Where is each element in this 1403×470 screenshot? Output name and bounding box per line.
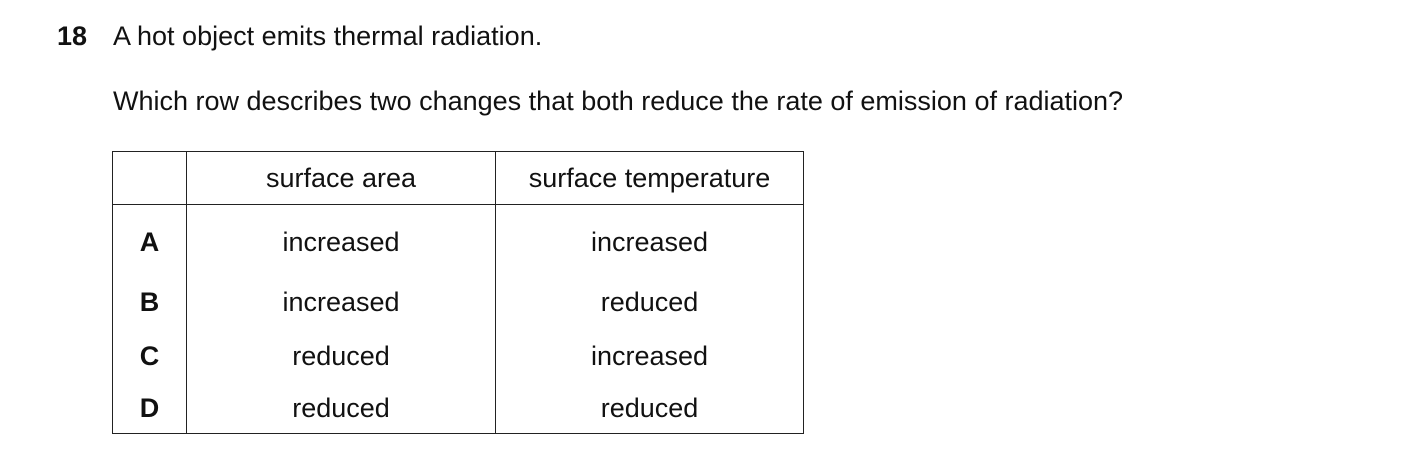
option-surface-area: increased [186, 275, 496, 329]
table-header-row: surface area surface temperature [112, 151, 804, 205]
table-row[interactable]: B increased reduced [112, 275, 804, 329]
header-surface-temperature: surface temperature [495, 151, 804, 205]
table-row[interactable]: C reduced increased [112, 329, 804, 383]
option-letter: A [112, 204, 187, 275]
option-surface-area: increased [186, 204, 496, 275]
question-stem: A hot object emits thermal radiation. [113, 21, 543, 51]
table-row[interactable]: D reduced reduced [112, 383, 804, 434]
table-row[interactable]: A increased increased [112, 204, 804, 275]
option-surface-temperature: reduced [495, 383, 804, 434]
header-surface-area: surface area [186, 151, 496, 205]
options-table: surface area surface temperature A incre… [112, 151, 804, 434]
question-number: 18 [57, 21, 88, 51]
option-surface-temperature: reduced [495, 275, 804, 329]
option-letter: B [112, 275, 187, 329]
option-letter: C [112, 329, 187, 383]
option-surface-temperature: increased [495, 329, 804, 383]
option-surface-area: reduced [186, 383, 496, 434]
option-surface-area: reduced [186, 329, 496, 383]
option-letter: D [112, 383, 187, 434]
question-prompt: Which row describes two changes that bot… [113, 86, 1124, 116]
header-letter-cell [112, 151, 187, 205]
option-surface-temperature: increased [495, 204, 804, 275]
